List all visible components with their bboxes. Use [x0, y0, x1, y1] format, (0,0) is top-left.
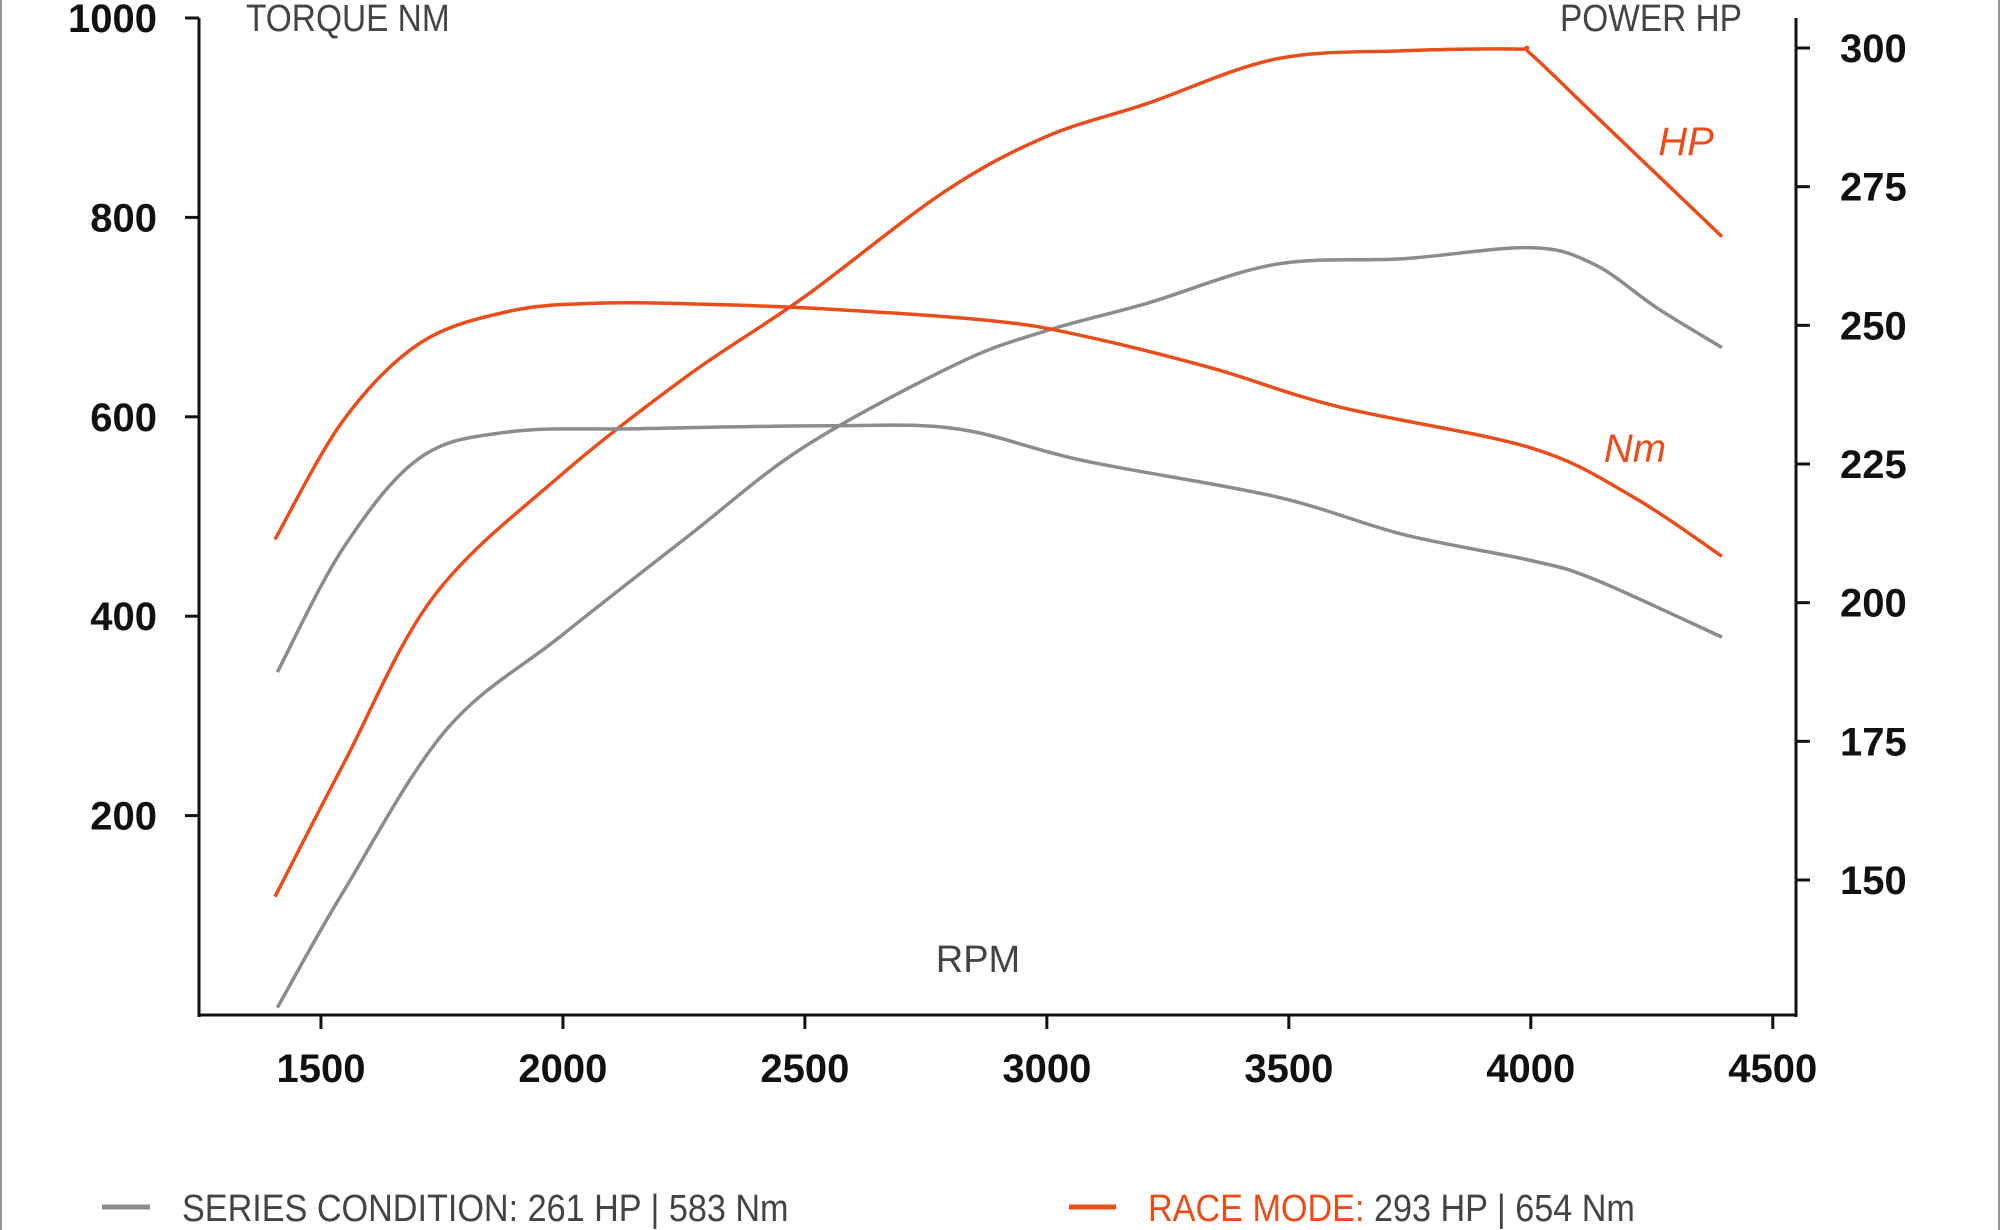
- y-right-tick-label: 300: [1840, 27, 1907, 71]
- x-tick-label: 2500: [760, 1047, 849, 1091]
- series-nm-line: [275, 423, 1723, 673]
- legend-race-label: RACE MODE:: [1148, 1186, 1364, 1229]
- y-left-tick-label: 800: [90, 196, 157, 240]
- race-hp-line: [273, 45, 1724, 898]
- x-tick-label: 3000: [1002, 1047, 1091, 1091]
- left-axis-title: TORQUE NM: [246, 0, 450, 39]
- hp-curve-label: HP: [1658, 120, 1714, 164]
- x-tick-label: 2000: [518, 1047, 607, 1091]
- y-left-tick-label: 200: [90, 795, 157, 839]
- y-right-tick-label: 275: [1840, 166, 1907, 210]
- race-nm-line: [273, 300, 1723, 558]
- y-right-tick-label: 250: [1840, 304, 1907, 348]
- x-tick-label: 4500: [1728, 1047, 1817, 1091]
- legend: SERIES CONDITION: 261 HP | 583 Nm RACE M…: [102, 1186, 1635, 1229]
- y-right-tick-label: 225: [1840, 443, 1907, 487]
- legend-series-item: SERIES CONDITION: 261 HP | 583 Nm: [182, 1186, 789, 1229]
- nm-curve-label: Nm: [1604, 427, 1666, 471]
- legend-race-item: RACE MODE: 293 HP | 654 Nm: [1148, 1186, 1635, 1229]
- y-right-tick-label: 175: [1840, 720, 1907, 764]
- y-left-tick-label: 600: [90, 396, 157, 440]
- x-tick-label: 1500: [276, 1047, 365, 1091]
- y-left-tick-label: 400: [90, 595, 157, 639]
- series-hp-line: [275, 245, 1723, 1009]
- legend-series-label: SERIES CONDITION:: [182, 1186, 518, 1229]
- x-tick-label: 4000: [1486, 1047, 1575, 1091]
- y-right-tick-label: 200: [1840, 582, 1907, 626]
- legend-series-value: 261 HP | 583 Nm: [518, 1186, 788, 1229]
- x-axis-title: RPM: [936, 939, 1020, 981]
- legend-race-value: 293 HP | 654 Nm: [1364, 1186, 1634, 1229]
- y-left-tick-label: 1000: [68, 0, 157, 41]
- y-right-tick-label: 150: [1840, 859, 1907, 903]
- right-axis-title: POWER HP: [1560, 0, 1742, 39]
- x-tick-label: 3500: [1244, 1047, 1333, 1091]
